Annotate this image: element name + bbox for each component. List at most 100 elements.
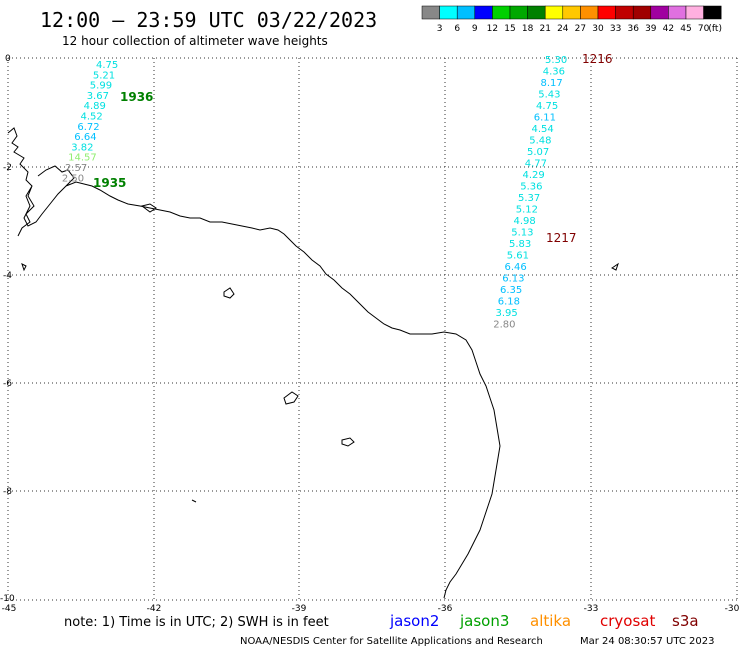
- y-tick-label: -2: [3, 163, 12, 173]
- satellite-name: s3a: [672, 612, 699, 630]
- wave-height-label: 5.36: [520, 182, 542, 193]
- wave-height-label: 5.48: [529, 136, 551, 147]
- legend-swatch: [668, 5, 687, 20]
- satellite-name: cryosat: [600, 612, 655, 630]
- satellite-legend: jason2 jason3 altika cryosat s3a: [389, 612, 699, 630]
- x-tick-label: -33: [584, 604, 599, 614]
- wave-height-label: 4.89: [84, 101, 106, 112]
- legend-swatch: [580, 5, 599, 20]
- wave-height-label: 5.99: [90, 81, 112, 92]
- coastline: [7, 127, 619, 599]
- legend-swatch: [421, 5, 440, 20]
- legend-label: 70: [698, 24, 710, 34]
- wave-height-label: 3.67: [87, 91, 109, 102]
- wave-height-label: 4.75: [96, 60, 118, 71]
- legend-swatch: [703, 5, 722, 20]
- wave-height-label: 4.36: [543, 67, 565, 78]
- wave-height-label: 5.61: [507, 251, 529, 262]
- wave-height-label: 6.72: [77, 122, 99, 133]
- legend-label: 9: [472, 24, 478, 34]
- footer-credit: NOAA/NESDIS Center for Satellite Applica…: [240, 636, 543, 647]
- satellite-name: jason2: [389, 612, 439, 630]
- x-axis-labels: -45 -42 -39 -36 -33 -30: [2, 604, 740, 614]
- legend-swatch: [650, 5, 669, 20]
- x-tick-label: -36: [438, 604, 453, 614]
- color-legend: 3 6 9 12 15 18 21 24 27 30 33 36 39 42 45 70 (ft): [421, 5, 722, 34]
- legend-label: 18: [522, 24, 534, 34]
- wave-height-label: 8.17: [541, 78, 563, 89]
- wave-height-label: 4.54: [532, 124, 554, 135]
- legend-swatch: [492, 5, 511, 20]
- legend-swatch: [544, 5, 564, 20]
- legend-swatch: [615, 5, 634, 20]
- y-tick-label: -6: [3, 379, 12, 389]
- wave-height-label: 5.83: [509, 239, 531, 250]
- legend-label: 45: [680, 24, 691, 34]
- wave-height-label: 3.95: [496, 308, 518, 319]
- legend-swatch: [562, 5, 581, 20]
- wave-height-label: 6.13: [502, 274, 524, 285]
- legend-label: 36: [627, 24, 639, 34]
- mainland-coast: [7, 127, 501, 599]
- y-tick-label: 0: [5, 54, 11, 64]
- map-subtitle: 12 hour collection of altimeter wave hei…: [62, 34, 328, 48]
- legend-label: 3: [437, 24, 443, 34]
- island: [611, 262, 619, 271]
- legend-label: 30: [592, 24, 604, 34]
- footer-note: note: 1) Time is in UTC; 2) SWH is in fe…: [64, 615, 329, 630]
- wave-height-label: 6.46: [505, 262, 527, 273]
- wave-height-label: 4.52: [81, 112, 103, 123]
- legend-label: 12: [487, 24, 498, 34]
- legend-swatch: [456, 5, 476, 20]
- legend-label: 24: [557, 24, 569, 34]
- y-tick-label: -4: [3, 271, 12, 281]
- wave-height-label: 4.98: [514, 216, 536, 227]
- satellite-track-left: 4.755.215.993.674.894.526.726.643.8214.5…: [62, 60, 118, 184]
- x-tick-label: -39: [292, 604, 307, 614]
- wave-height-label: 4.75: [536, 101, 558, 112]
- map-grid: [7, 57, 738, 601]
- island: [223, 287, 235, 299]
- satellite-name: jason3: [459, 612, 509, 630]
- legend-swatch: [527, 5, 546, 20]
- wave-height-label: 6.18: [498, 297, 520, 308]
- wave-height-label: 5.30: [545, 55, 567, 66]
- legend-label: 33: [610, 24, 621, 34]
- satellite-track-right: 5.304.368.175.434.756.114.545.485.074.77…: [493, 55, 567, 331]
- footer-timestamp: Mar 24 08:30:57 UTC 2023: [580, 636, 715, 647]
- wave-height-label: 5.12: [516, 205, 538, 216]
- legend-label: 27: [575, 24, 586, 34]
- wave-height-label: 4.29: [523, 170, 545, 181]
- legend-label: (ft): [708, 24, 722, 34]
- island: [283, 391, 299, 405]
- track-time-label: 1936: [120, 90, 153, 104]
- wave-height-label: 2.80: [493, 320, 515, 331]
- wave-height-label: 4.77: [525, 159, 547, 170]
- legend-swatch: [474, 5, 493, 20]
- wave-height-label: 2.57: [65, 163, 87, 174]
- island: [191, 499, 197, 503]
- island: [21, 263, 27, 272]
- x-tick-label: -30: [725, 604, 740, 614]
- track-time-label: 1935: [93, 176, 126, 190]
- wave-height-label: 5.37: [518, 193, 540, 204]
- legend-label: 39: [645, 24, 657, 34]
- x-tick-label: -45: [2, 604, 17, 614]
- wave-height-label: 6.11: [534, 113, 556, 124]
- track-time-label: 1217: [546, 231, 577, 245]
- wave-height-label: 5.43: [538, 90, 560, 101]
- wave-height-label: 2.50: [62, 173, 84, 184]
- wave-height-label: 5.13: [511, 228, 533, 239]
- wave-height-label: 6.64: [74, 132, 96, 143]
- legend-label: 42: [663, 24, 674, 34]
- track-time-label: 1216: [582, 52, 613, 66]
- wave-height-label: 3.82: [71, 142, 93, 153]
- y-tick-label: -10: [0, 594, 15, 604]
- island: [140, 203, 157, 213]
- legend-label: 15: [504, 24, 515, 34]
- legend-label: 6: [454, 24, 460, 34]
- legend-swatch: [509, 5, 528, 20]
- legend-label: 21: [539, 24, 550, 34]
- map-title: 12:00 – 23:59 UTC 03/22/2023: [40, 8, 377, 32]
- satellite-name: altika: [530, 612, 571, 630]
